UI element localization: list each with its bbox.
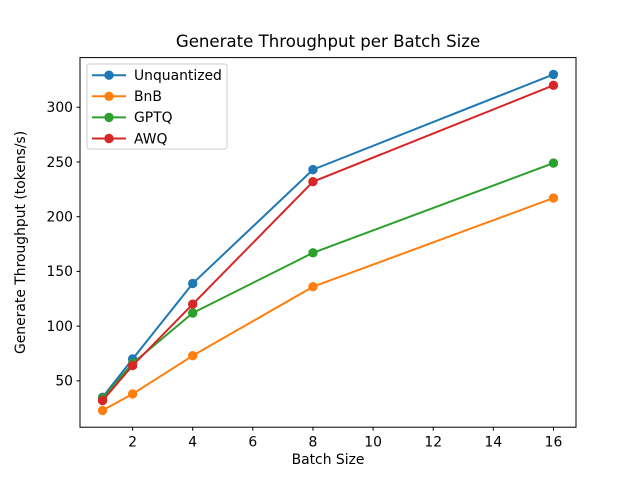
data-point-gptq: [188, 308, 198, 318]
legend-marker-bnb: [104, 91, 114, 102]
y-axis-label: Generate Throughput (tokens/s): [13, 131, 29, 354]
y-tick-label: 200: [46, 209, 73, 225]
x-tick-label: 10: [364, 435, 382, 451]
x-tick-label: 12: [424, 435, 442, 451]
y-tick-label: 100: [46, 319, 73, 335]
data-point-bnb: [548, 193, 559, 203]
data-point-awq: [308, 176, 318, 187]
data-point-gptq: [308, 248, 318, 258]
legend-label-gptq: GPTQ: [134, 110, 173, 126]
legend-label-bnb: BnB: [134, 89, 162, 105]
data-point-gptq: [548, 158, 559, 168]
y-tick-label: 300: [46, 100, 73, 116]
legend-marker-awq: [104, 133, 114, 144]
data-point-unquantized: [548, 69, 559, 80]
legend-label-unquantized: Unquantized: [134, 68, 222, 84]
data-point-awq: [548, 80, 559, 91]
legend: Unquantized BnB GPTQ AWQ: [86, 63, 228, 150]
y-tick-label: 250: [46, 155, 73, 171]
legend-label-awq: AWQ: [134, 131, 167, 147]
legend-box: [86, 63, 228, 150]
x-tick-label: 14: [484, 435, 502, 451]
data-point-awq: [127, 360, 138, 371]
legend-marker-gptq: [104, 112, 114, 123]
series-group: [97, 69, 559, 416]
plot-frame: [79, 57, 577, 428]
data-point-awq: [97, 395, 108, 406]
x-tick-label: 16: [545, 435, 563, 451]
x-tick-label: 2: [128, 435, 137, 451]
data-point-unquantized: [308, 164, 318, 175]
data-point-bnb: [127, 389, 138, 399]
data-point-unquantized: [188, 278, 198, 289]
data-point-awq: [188, 299, 198, 309]
y-tick-label: 150: [46, 264, 73, 280]
x-tick-label: 8: [309, 435, 318, 451]
legend-marker-unquantized: [104, 70, 114, 80]
data-point-bnb: [188, 350, 198, 361]
chart-title: Generate Throughput per Batch Size: [176, 32, 480, 51]
x-axis-label: Batch Size: [292, 452, 365, 468]
axes: 2 4 6 8 10 12 14 16 50 100 150 200 250 300: [46, 57, 577, 451]
data-point-bnb: [97, 405, 108, 416]
x-tick-label: 4: [188, 435, 197, 451]
x-tick-label: 6: [248, 435, 257, 451]
data-point-bnb: [308, 282, 318, 292]
y-tick-label: 50: [55, 374, 73, 390]
series-line-bnb: [101, 197, 555, 412]
